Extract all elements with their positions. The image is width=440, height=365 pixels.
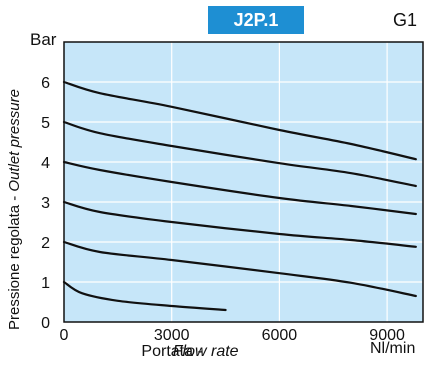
tick-labels: 0 1 2 3 4 5 6 0 3000 6000 9000 bbox=[41, 75, 405, 344]
y-tick-label-5: 5 bbox=[41, 115, 50, 132]
series-line-4 bbox=[62, 120, 417, 188]
series-line-0 bbox=[62, 280, 227, 312]
y-tick-label-1: 1 bbox=[41, 275, 50, 292]
series-line-5 bbox=[62, 80, 417, 161]
x-axis-label-main: Portata - bbox=[141, 343, 203, 360]
y-tick-label-0: 0 bbox=[41, 315, 50, 332]
x-tick-label-3: 9000 bbox=[369, 327, 405, 344]
plot-background bbox=[64, 42, 423, 322]
x-axis-unit: Nl/min bbox=[370, 340, 416, 357]
port-size-tag: G1 bbox=[393, 10, 418, 30]
y-axis-unit: Bar bbox=[30, 30, 57, 49]
x-tick-label-2: 6000 bbox=[262, 327, 298, 344]
chart-title-badge: J2P.1 bbox=[208, 6, 304, 34]
y-tick-label-6: 6 bbox=[41, 75, 50, 92]
x-axis-label: Portata - Flow rate bbox=[0, 343, 440, 361]
x-tick-label-0: 0 bbox=[60, 327, 69, 344]
x-tick-label-1: 3000 bbox=[154, 327, 190, 344]
y-tick-label-4: 4 bbox=[41, 155, 50, 172]
x-axis-label-english: Flow rate bbox=[172, 343, 239, 360]
series-line-3 bbox=[62, 160, 417, 216]
y-tick-label-2: 2 bbox=[41, 235, 50, 252]
series-line-1 bbox=[62, 240, 417, 298]
y-tick-label-3: 3 bbox=[41, 195, 50, 212]
series-lines bbox=[62, 80, 417, 312]
plot-frame bbox=[63, 41, 424, 323]
series-line-2 bbox=[62, 200, 417, 248]
